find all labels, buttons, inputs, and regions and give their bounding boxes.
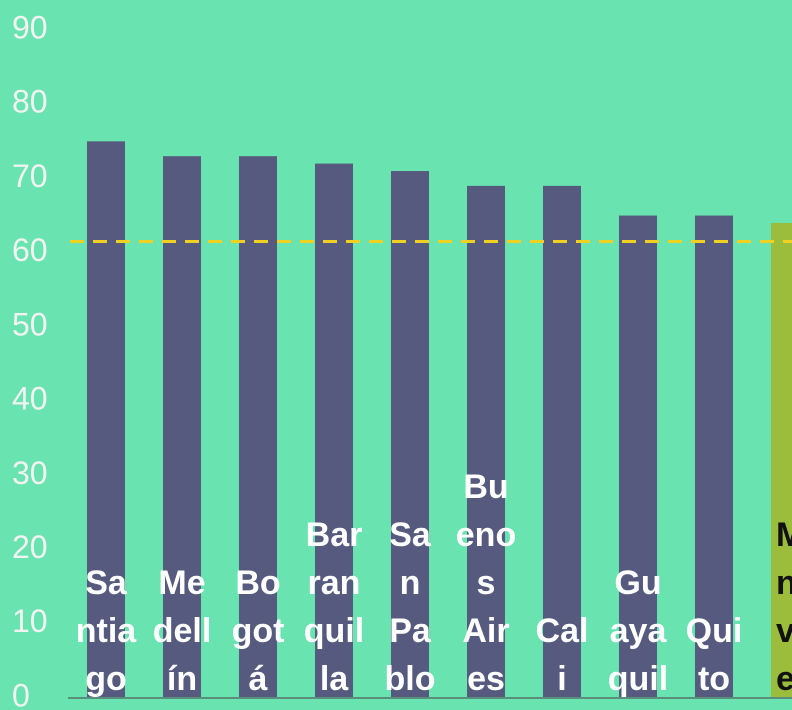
category-label-line: Bu: [463, 468, 508, 506]
category-label-line: i: [557, 660, 566, 698]
category-labels: Sa ntia go Me dell ín Bo got á Bar ran quil la Sa n Pa b…: [76, 468, 792, 698]
category-label: Sa n Pa blo: [385, 516, 436, 698]
bar: [315, 163, 353, 699]
category-label: Bar ran quil la: [304, 516, 364, 698]
category-label: Bu eno s Air es: [456, 468, 516, 698]
category-label: Gu aya quil: [608, 564, 668, 698]
category-label-line: Bar: [306, 516, 363, 554]
category-label-line: n: [776, 564, 792, 602]
category-label-line: Sa: [85, 564, 128, 602]
category-label-line: blo: [385, 660, 436, 698]
category-label-line: quil: [304, 612, 364, 650]
category-label: Qui to: [686, 612, 743, 698]
bar: [467, 185, 505, 698]
category-label-line: e: [776, 660, 792, 698]
bar: [87, 141, 125, 699]
y-tick-label: 80: [12, 84, 48, 120]
bar: [695, 215, 733, 699]
category-label-line: eno: [456, 516, 516, 554]
y-tick-label: 70: [12, 158, 48, 194]
category-label-line: Sa: [389, 516, 432, 554]
y-tick-label: 90: [12, 9, 48, 45]
category-label-line: Gu: [614, 564, 661, 602]
y-tick-label: 20: [12, 529, 48, 565]
category-label: Cal i: [536, 612, 589, 698]
bar: [391, 171, 429, 698]
bar: [543, 185, 581, 698]
y-tick-label: 0: [12, 677, 30, 710]
bars: [87, 141, 792, 699]
bar: [163, 156, 201, 698]
category-label-line: to: [698, 660, 730, 698]
category-label: Sa ntia go: [76, 564, 138, 698]
category-label-line: Bo: [235, 564, 280, 602]
category-label-line: ín: [167, 660, 197, 698]
y-tick-label: 60: [12, 232, 48, 268]
bar: [239, 156, 277, 698]
bar: [619, 215, 657, 699]
category-label-line: á: [249, 660, 268, 698]
category-label-line: M: [776, 516, 792, 554]
y-tick-label: 50: [12, 306, 48, 342]
y-axis-ticks: 0 10 20 30 40 50 60 70 80 90: [12, 9, 48, 710]
category-label-line: Pa: [389, 612, 432, 650]
y-tick-label: 30: [12, 455, 48, 491]
category-label-line: ntia: [76, 612, 138, 650]
category-label-line: v: [776, 612, 792, 650]
category-label-line: go: [85, 660, 127, 698]
category-label-line: s: [477, 564, 496, 602]
category-label-line: Cal: [536, 612, 589, 650]
category-label-line: Me: [158, 564, 205, 602]
category-label-line: n: [400, 564, 421, 602]
category-label-line: Air: [462, 612, 509, 650]
category-label-line: got: [232, 612, 285, 650]
y-tick-label: 40: [12, 381, 48, 417]
bar-highlight: [771, 222, 792, 698]
category-label-line: es: [467, 660, 505, 698]
category-label-line: Qui: [686, 612, 743, 650]
category-label-line: aya: [610, 612, 668, 650]
category-label-line: la: [320, 660, 349, 698]
category-label-line: ran: [308, 564, 361, 602]
category-label: Me dell ín: [153, 564, 212, 698]
category-label: Bo got á: [232, 564, 285, 698]
y-tick-label: 10: [12, 603, 48, 639]
category-label-line: quil: [608, 660, 668, 698]
category-label-line: dell: [153, 612, 212, 650]
